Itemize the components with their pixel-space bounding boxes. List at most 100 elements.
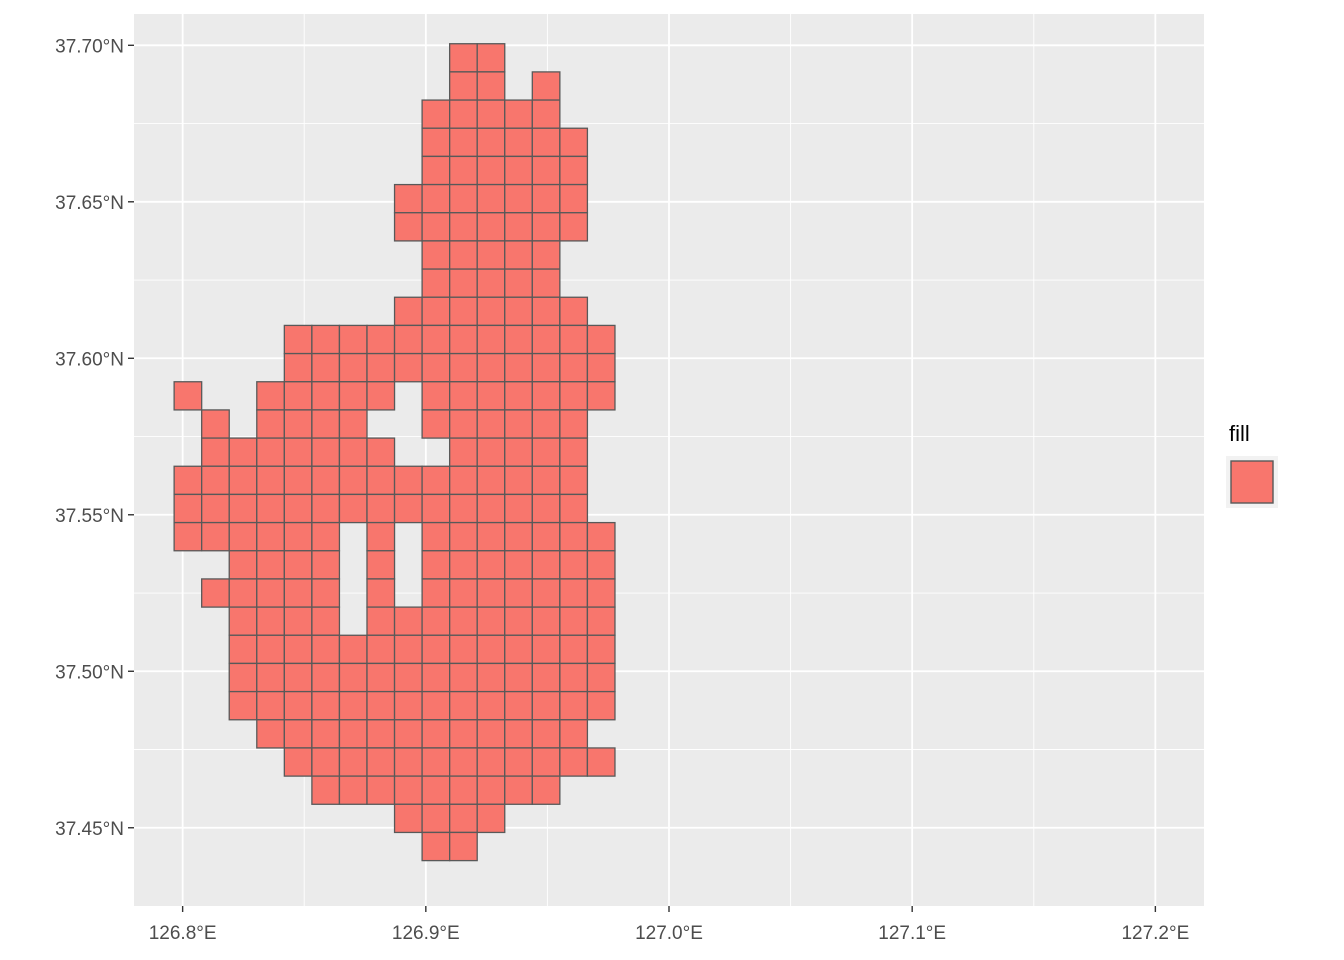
map-cell xyxy=(586,690,616,721)
map-cell xyxy=(586,747,616,777)
map-cell xyxy=(421,578,451,608)
map-cell xyxy=(338,747,368,777)
map-cell xyxy=(476,324,506,355)
map-cell xyxy=(504,521,533,552)
map-cell xyxy=(256,465,285,496)
map-cell xyxy=(366,493,396,524)
map-cell xyxy=(531,690,561,721)
map-cell xyxy=(531,606,561,636)
map-cell xyxy=(283,409,313,439)
map-cell xyxy=(504,183,533,214)
map-cell xyxy=(421,690,451,721)
map-cell xyxy=(228,606,258,636)
map-cell xyxy=(476,381,506,411)
map-cell xyxy=(448,634,478,665)
map-cell xyxy=(421,183,451,214)
map-cell xyxy=(531,550,561,580)
map-cell xyxy=(448,550,478,580)
map-cell xyxy=(366,775,396,805)
map-cell xyxy=(256,606,285,636)
map-cell xyxy=(283,747,313,777)
map-cell xyxy=(338,465,368,496)
map-cell xyxy=(283,578,313,608)
map-cell xyxy=(559,465,589,496)
map-cell xyxy=(586,381,616,411)
map-cell xyxy=(586,634,616,665)
map-cell xyxy=(559,324,589,355)
map-cell xyxy=(448,521,478,552)
map-cell xyxy=(531,212,561,242)
map-cell xyxy=(256,381,285,411)
map-cell xyxy=(283,719,313,749)
map-cell xyxy=(393,803,423,834)
map-cell xyxy=(256,634,285,665)
map-cell xyxy=(366,521,396,552)
map-cell xyxy=(531,155,561,186)
map-cell xyxy=(476,43,506,73)
map-cell xyxy=(228,634,258,665)
map-cell xyxy=(421,268,451,298)
map-cell xyxy=(448,268,478,298)
x-tick-label: 127.0°E xyxy=(635,923,703,944)
map-cell xyxy=(586,521,616,552)
map-cell xyxy=(476,803,506,834)
map-cell xyxy=(559,352,589,383)
map-cell xyxy=(311,352,341,383)
map-cell xyxy=(338,409,368,439)
map-cell xyxy=(476,465,506,496)
map-cell xyxy=(311,465,341,496)
map-cell xyxy=(476,99,506,129)
map-cell xyxy=(366,324,396,355)
y-tick-label: 37.55°N xyxy=(55,506,124,527)
x-tick-label: 126.9°E xyxy=(392,923,460,944)
map-cell xyxy=(476,550,506,580)
map-cell xyxy=(283,606,313,636)
map-cell xyxy=(421,831,451,862)
map-cell xyxy=(531,183,561,214)
map-cell xyxy=(559,634,589,665)
map-cell xyxy=(283,493,313,524)
map-cell xyxy=(393,183,423,214)
map-cell xyxy=(421,662,451,693)
map-cell xyxy=(283,465,313,496)
map-cell xyxy=(256,719,285,749)
map-cell xyxy=(504,493,533,524)
map-cell xyxy=(393,212,423,242)
map-cell xyxy=(504,550,533,580)
map-cell xyxy=(283,662,313,693)
map-cell xyxy=(504,212,533,242)
map-cell xyxy=(311,324,341,355)
map-cell xyxy=(366,662,396,693)
map-cell xyxy=(256,662,285,693)
map-cell xyxy=(256,493,285,524)
map-cell xyxy=(228,662,258,693)
map-cell xyxy=(531,240,561,270)
map-cell xyxy=(504,465,533,496)
map-cell xyxy=(448,43,478,73)
map-cell xyxy=(531,409,561,439)
map-cell xyxy=(393,662,423,693)
map-cell xyxy=(366,634,396,665)
map-cell xyxy=(448,719,478,749)
map-cell xyxy=(366,690,396,721)
map-cell xyxy=(338,719,368,749)
map-cell xyxy=(476,493,506,524)
map-cell xyxy=(283,324,313,355)
map-cell xyxy=(476,296,506,327)
map-cell xyxy=(476,521,506,552)
map-cell xyxy=(311,606,341,636)
map-cell xyxy=(504,634,533,665)
map-cell xyxy=(366,381,396,411)
map-cell xyxy=(283,550,313,580)
map-cell xyxy=(559,381,589,411)
map-cell xyxy=(256,437,285,467)
map-cell xyxy=(421,296,451,327)
map-cell xyxy=(421,775,451,805)
map-cell xyxy=(228,550,258,580)
map-cell xyxy=(504,747,533,777)
map-cell xyxy=(448,578,478,608)
map-cell xyxy=(504,606,533,636)
map-cell xyxy=(311,521,341,552)
map-cell xyxy=(366,747,396,777)
